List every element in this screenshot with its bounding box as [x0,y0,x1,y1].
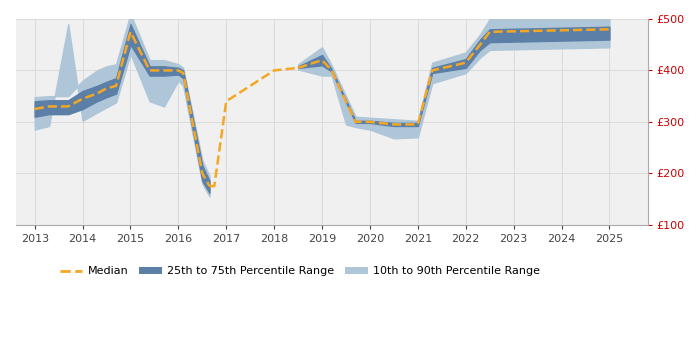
Legend: Median, 25th to 75th Percentile Range, 10th to 90th Percentile Range: Median, 25th to 75th Percentile Range, 1… [55,262,545,281]
